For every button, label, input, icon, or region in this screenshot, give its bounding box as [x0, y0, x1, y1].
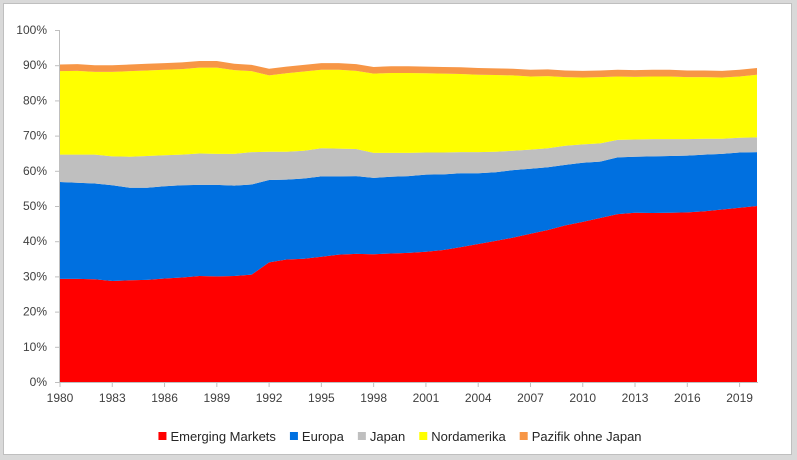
- x-tick-label: 1980: [47, 391, 74, 405]
- legend-label: Europa: [302, 429, 345, 444]
- x-tick-label: 2013: [622, 391, 649, 405]
- legend-swatch: [419, 432, 428, 440]
- y-tick-label: 70%: [23, 129, 47, 143]
- y-tick-label: 100%: [16, 23, 47, 37]
- x-tick-label: 1995: [308, 391, 335, 405]
- area-pazifik-ohne-japan: [60, 60, 757, 78]
- y-tick-label: 90%: [23, 58, 47, 72]
- x-tick-label: 1992: [256, 391, 283, 405]
- y-tick-label: 10%: [23, 340, 47, 354]
- legend-label: Emerging Markets: [170, 429, 276, 444]
- area-emerging-markets: [60, 206, 757, 382]
- legend-swatch: [357, 432, 366, 440]
- y-tick-label: 40%: [23, 234, 47, 248]
- y-tick-label: 30%: [23, 269, 47, 283]
- legend-swatch: [158, 432, 167, 440]
- y-tick-label: 60%: [23, 164, 47, 178]
- legend-label: Pazifik ohne Japan: [532, 429, 642, 444]
- area-series-group: [60, 60, 757, 382]
- x-tick-label: 1989: [203, 391, 230, 405]
- y-tick-label: 0%: [30, 375, 48, 389]
- x-tick-label: 2019: [726, 391, 753, 405]
- x-tick-label: 2016: [674, 391, 701, 405]
- x-tick-label: 2007: [517, 391, 544, 405]
- area-nordamerika: [60, 67, 757, 157]
- area-japan: [60, 137, 757, 188]
- legend-label: Japan: [370, 429, 405, 444]
- y-tick-labels: 0% 10% 20% 30% 40% 50% 60% 70% 80% 90% 100%: [16, 23, 60, 389]
- area-europa: [60, 152, 757, 281]
- legend: Emerging Markets Europa Japan Nordamerika Pa…: [158, 429, 642, 444]
- x-tick-label: 1986: [151, 391, 178, 405]
- x-tick-label: 1983: [99, 391, 126, 405]
- legend-swatch: [289, 432, 298, 440]
- x-tick-label: 2010: [569, 391, 596, 405]
- y-tick-label: 50%: [23, 199, 47, 213]
- x-tick-label: 2004: [465, 391, 492, 405]
- x-tick-label: 2001: [413, 391, 440, 405]
- x-tick-label: 1998: [360, 391, 387, 405]
- y-tick-label: 80%: [23, 93, 47, 107]
- legend-swatch: [519, 432, 528, 440]
- legend-label: Nordamerika: [431, 429, 506, 444]
- x-tick-labels: 1980 1983 1986 1989 1992 1995 1998 2001 2004 2007…: [47, 382, 753, 405]
- y-tick-label: 20%: [23, 305, 47, 319]
